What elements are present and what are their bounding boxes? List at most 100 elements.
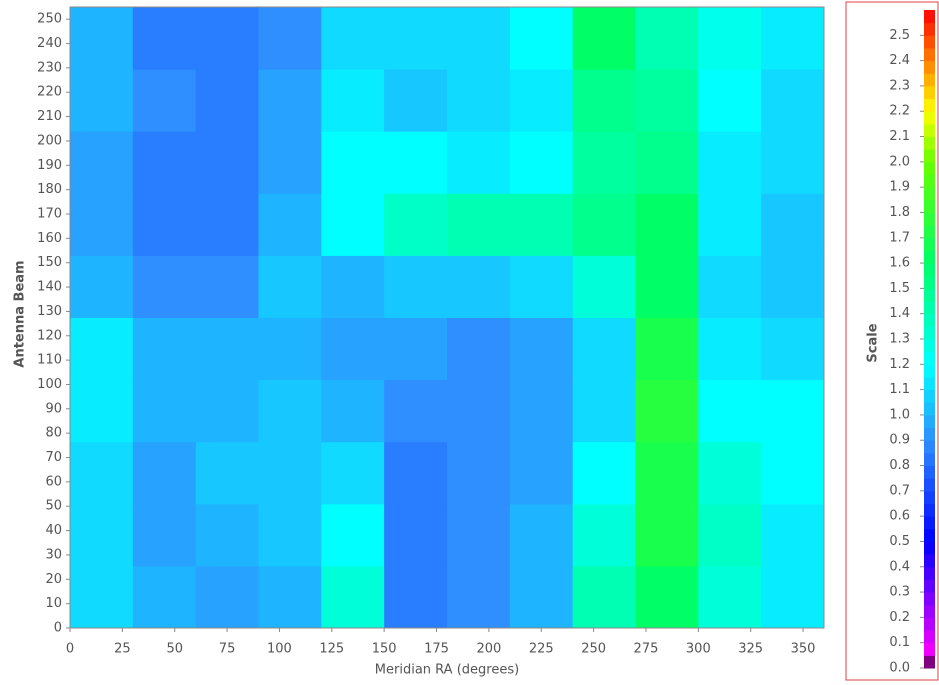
x-tick-label: 325 (738, 642, 763, 657)
heatmap-cell (384, 504, 447, 567)
colorbar-swatch (924, 592, 935, 605)
colorbar-tick-label: 2.0 (889, 154, 910, 169)
x-tick-label: 125 (319, 642, 344, 657)
y-tick-label: 90 (45, 401, 62, 416)
x-tick-label: 350 (791, 642, 816, 657)
heatmap-cell (698, 255, 761, 318)
colorbar-swatch (924, 288, 935, 301)
colorbar-swatch (924, 137, 935, 150)
colorbar-tick-label: 1.2 (889, 357, 910, 372)
x-tick-label: 225 (529, 642, 554, 657)
heatmap-cell (321, 442, 384, 505)
colorbar-tick-label: 0.7 (889, 483, 910, 498)
heatmap-cell (259, 504, 322, 567)
heatmap-cell (70, 504, 133, 567)
colorbar-tick-label: 0.5 (889, 534, 910, 549)
colorbar-swatch (924, 655, 935, 668)
colorbar-tick-label: 0.4 (889, 559, 910, 574)
y-tick-label: 220 (37, 85, 62, 100)
heatmap-cell (573, 69, 636, 132)
colorbar-swatch (924, 504, 935, 517)
colorbar-swatch (924, 643, 935, 656)
heatmap-cell (70, 380, 133, 443)
y-tick-label: 110 (37, 353, 62, 368)
colorbar-swatch (924, 111, 935, 124)
colorbar-swatch (924, 212, 935, 225)
heatmap-cell (259, 318, 322, 381)
colorbar-swatch (924, 35, 935, 48)
colorbar-tick-label: 1.1 (889, 382, 910, 397)
colorbar-swatch (924, 453, 935, 466)
heatmap-cell (133, 442, 196, 505)
heatmap-cell (573, 255, 636, 318)
heatmap-cell (133, 255, 196, 318)
heatmap-cell (133, 380, 196, 443)
y-tick-label: 230 (37, 60, 62, 75)
x-tick-label: 175 (424, 642, 449, 657)
colorbar-swatch (924, 554, 935, 567)
heatmap-cell (510, 255, 573, 318)
heatmap-cell (636, 255, 699, 318)
heatmap-cell (761, 193, 824, 256)
colorbar-swatch (924, 415, 935, 428)
colorbar-tick-label: 2.4 (889, 53, 910, 68)
heatmap-cell (321, 69, 384, 132)
colorbar-swatch (924, 541, 935, 554)
colorbar-swatch (924, 617, 935, 630)
heatmap-cell (447, 442, 510, 505)
colorbar-tick-label: 0.9 (889, 433, 910, 448)
y-tick-label: 250 (37, 12, 62, 27)
colorbar-swatch (924, 175, 935, 188)
x-tick-label: 0 (66, 642, 74, 657)
heatmap-cell (384, 7, 447, 70)
heatmap-cell (761, 131, 824, 194)
colorbar-tick-label: 1.8 (889, 205, 910, 220)
heatmap-cell (447, 7, 510, 70)
colorbar-swatch (924, 200, 935, 213)
heatmap-cell (510, 380, 573, 443)
heatmap-cell (447, 193, 510, 256)
heatmap-cell (698, 131, 761, 194)
heatmap-cell (259, 380, 322, 443)
colorbar-swatch (924, 149, 935, 162)
y-axis-label: Antenna Beam (13, 260, 28, 367)
colorbar-tick-label: 2.3 (889, 78, 910, 93)
heatmap-cell (70, 69, 133, 132)
colorbar-tick-label: 0.6 (889, 509, 910, 524)
y-tick-label: 80 (45, 426, 62, 441)
y-tick-label: 240 (37, 36, 62, 51)
heatmap-cell (761, 255, 824, 318)
colorbar-swatch (924, 339, 935, 352)
colorbar-swatch (924, 491, 935, 504)
heatmap-cell (70, 131, 133, 194)
heatmap-cell (133, 318, 196, 381)
heatmap-cell (447, 255, 510, 318)
colorbar-swatch (924, 301, 935, 314)
y-tick-label: 60 (45, 474, 62, 489)
heatmap-cell (384, 193, 447, 256)
heatmap-cell (573, 504, 636, 567)
heatmap-cell (636, 566, 699, 629)
heatmap-cell (573, 193, 636, 256)
colorbar-tick-label: 1.0 (889, 407, 910, 422)
heatmap-cell (70, 442, 133, 505)
heatmap-cell (698, 566, 761, 629)
heatmap-cell (573, 442, 636, 505)
heatmap-cell (259, 566, 322, 629)
x-tick-label: 250 (581, 642, 606, 657)
x-tick-label: 50 (166, 642, 183, 657)
y-tick-label: 130 (37, 304, 62, 319)
y-tick-label: 20 (45, 572, 62, 587)
y-tick-label: 160 (37, 231, 62, 246)
colorbar-swatch (924, 10, 935, 23)
heatmap-cell (761, 504, 824, 567)
heatmap-cell (259, 193, 322, 256)
colorbar-swatch (924, 225, 935, 238)
heatmap-cell (447, 131, 510, 194)
colorbar-swatch (924, 605, 935, 618)
x-tick-label: 25 (114, 642, 131, 657)
colorbar-swatch (924, 124, 935, 137)
heatmap-cell (698, 69, 761, 132)
heatmap-cell (761, 566, 824, 629)
heatmap-cell (196, 318, 259, 381)
